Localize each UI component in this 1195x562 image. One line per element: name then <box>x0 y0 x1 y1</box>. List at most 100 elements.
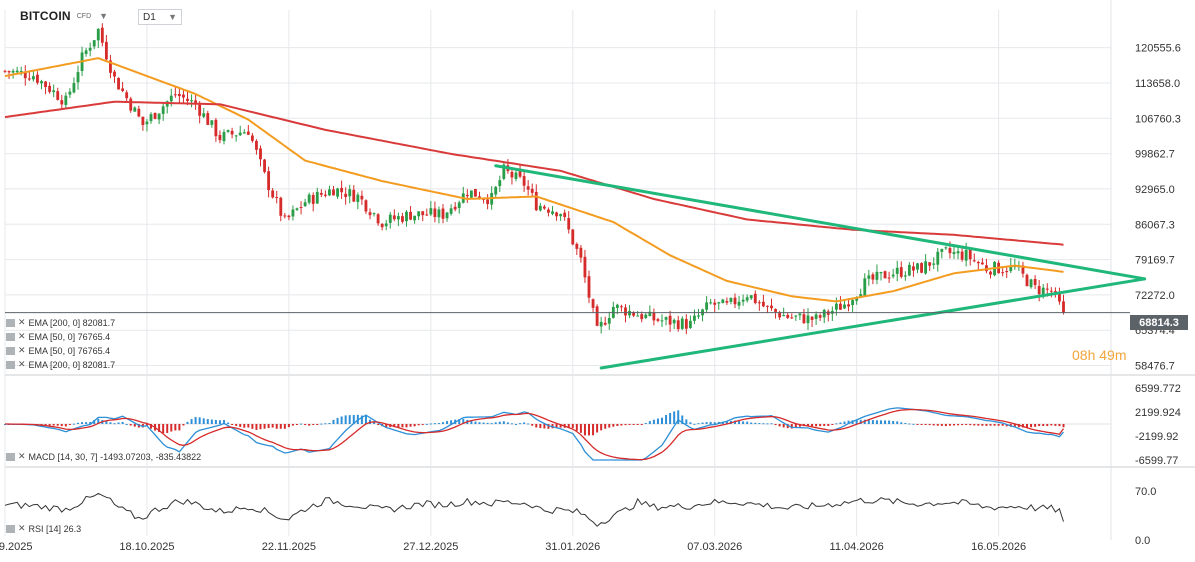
macd-hist-bar <box>482 422 485 424</box>
indicator-settings-icon[interactable] <box>6 524 15 533</box>
macd-hist-bar <box>880 420 882 424</box>
candle-body <box>360 195 364 200</box>
candle-body <box>774 309 777 312</box>
indicator-settings-icon[interactable] <box>6 318 15 327</box>
candle-body <box>680 318 684 329</box>
macd-hist-bar <box>182 424 185 426</box>
candle-body <box>526 186 530 190</box>
macd-hist-bar <box>989 424 992 426</box>
candle-body <box>36 74 39 83</box>
macd-hist-bar <box>255 424 258 430</box>
price-tick-label: 106760.3 <box>1135 113 1181 125</box>
close-icon[interactable]: ✕ <box>18 359 26 369</box>
macd-hist-bar <box>113 423 116 425</box>
candle-body <box>352 189 356 202</box>
close-icon[interactable]: ✕ <box>18 317 26 327</box>
macd-hist-bar <box>928 424 931 426</box>
macd-hist-bar <box>750 422 753 424</box>
legend-rsi[interactable]: ✕ RSI [14] 26.3 <box>6 523 81 534</box>
macd-hist-bar <box>835 423 838 425</box>
indicator-settings-icon[interactable] <box>6 452 15 461</box>
legend-ema50-b[interactable]: ✕ EMA [50, 0] 76765.4 <box>6 345 110 356</box>
candle-body <box>299 206 303 208</box>
legend-ema50-a[interactable]: ✕ EMA [50, 0] 76765.4 <box>6 331 110 342</box>
candle-body <box>713 302 717 305</box>
macd-hist-bar <box>656 418 659 424</box>
legend-macd[interactable]: ✕ MACD [14, 30, 7] -1493.07203, -835.438… <box>6 451 201 462</box>
macd-hist-bar <box>405 424 408 428</box>
indicator-settings-icon[interactable] <box>6 332 15 341</box>
candle-body <box>790 317 794 319</box>
candle-body <box>283 215 287 217</box>
indicator-settings-icon[interactable] <box>6 360 15 369</box>
candle-body <box>1025 274 1029 287</box>
timeframe-select[interactable]: D1 ▼ <box>138 9 182 25</box>
macd-hist-bar <box>855 420 858 424</box>
macd-hist-bar <box>579 424 582 433</box>
macd-hist-bar <box>56 424 59 426</box>
macd-hist-bar <box>620 424 623 426</box>
macd-line <box>4 407 1064 461</box>
macd-hist-bar <box>738 421 741 424</box>
macd-tick-label: 6599.772 <box>1135 383 1181 395</box>
candle-body <box>31 76 35 80</box>
macd-hist-bar <box>162 424 165 434</box>
candle-body <box>141 116 145 126</box>
candle-body <box>218 134 222 141</box>
candle-body <box>542 206 546 209</box>
candle-body <box>323 194 327 196</box>
chevron-down-icon[interactable]: ▼ <box>99 11 109 21</box>
legend-label: EMA [50, 0] 76765.4 <box>28 345 111 356</box>
macd-hist-bar <box>52 424 55 426</box>
macd-hist-bar <box>429 423 432 425</box>
legend-label: EMA [200, 0] 82081.7 <box>28 359 116 370</box>
macd-hist-bar <box>567 424 570 428</box>
macd-hist-bar <box>734 420 736 424</box>
macd-hist-bar <box>616 424 619 427</box>
macd-hist-bar <box>543 424 546 429</box>
candle-body <box>336 188 339 197</box>
ema50-line <box>4 57 1064 303</box>
macd-hist-bar <box>794 424 797 428</box>
macd-hist-bar <box>283 424 286 429</box>
candle-body <box>976 261 980 264</box>
lower-trendline <box>599 277 1147 370</box>
candle-body <box>429 208 433 215</box>
price-tick-label: 86067.3 <box>1135 219 1175 231</box>
candle-body <box>757 302 761 304</box>
legend-ema200-b[interactable]: ✕ EMA [200, 0] 82081.7 <box>6 359 115 370</box>
candle-body <box>672 319 676 324</box>
legend-ema200-a[interactable]: ✕ EMA [200, 0] 82081.7 <box>6 317 115 328</box>
macd-hist-bar <box>223 420 225 424</box>
candle-body <box>733 297 737 305</box>
macd-hist-bar <box>1042 424 1045 427</box>
macd-hist-bar <box>884 420 887 424</box>
macd-hist-bar <box>555 424 558 428</box>
candle-body <box>538 205 542 211</box>
close-icon[interactable]: ✕ <box>18 345 26 355</box>
macd-hist-bar <box>596 424 599 433</box>
macd-hist-bar <box>790 424 793 429</box>
candle-body <box>839 303 842 310</box>
upper-trendline <box>494 164 1147 281</box>
candle-body <box>275 197 279 199</box>
indicator-settings-icon[interactable] <box>6 346 15 355</box>
candle-body <box>794 315 798 317</box>
macd-hist-bar <box>1062 424 1065 428</box>
close-icon[interactable]: ✕ <box>18 331 26 341</box>
close-icon[interactable]: ✕ <box>18 523 26 533</box>
macd-hist-bar <box>166 424 169 433</box>
macd-hist-bar <box>170 424 173 432</box>
candle-body <box>648 311 652 316</box>
candle-body <box>676 320 680 330</box>
candle-body <box>340 187 344 193</box>
symbol-header[interactable]: BITCOIN CFD ▼ <box>20 9 108 23</box>
close-icon[interactable]: ✕ <box>18 451 26 461</box>
candle-body <box>190 100 193 102</box>
candle-body <box>27 78 31 80</box>
legend-label: MACD [14, 30, 7] -1493.07203, -835.43822 <box>28 451 202 462</box>
candle-body <box>932 263 936 265</box>
macd-hist-bar <box>705 422 708 424</box>
